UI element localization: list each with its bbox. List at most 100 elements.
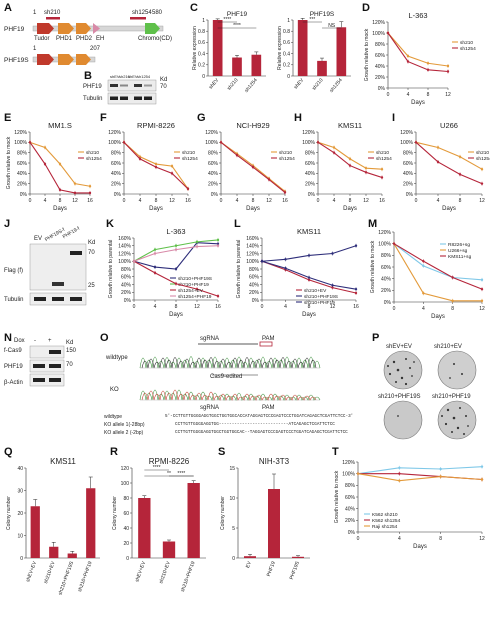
x-tick-label: 8 xyxy=(308,304,311,310)
y-axis-label: Relative expression xyxy=(277,26,283,70)
data-point xyxy=(186,187,190,191)
y-tick-label: 1 xyxy=(202,18,205,24)
series-line xyxy=(261,260,357,290)
sig-label: **** xyxy=(153,465,161,471)
data-point xyxy=(138,157,142,161)
y-tick-label: 40% xyxy=(345,506,356,512)
x-tick-label: 8 xyxy=(459,198,462,204)
data-point xyxy=(451,276,454,279)
data-point xyxy=(307,254,311,257)
series-line xyxy=(387,32,449,67)
o-seq-k1: CCTTGTTGGGGAGGTGG-----------------------… xyxy=(175,422,335,427)
b-70-marker: 70 xyxy=(160,84,167,90)
x-axis-label: Days xyxy=(149,206,163,212)
y-tick-label: 20 xyxy=(123,541,129,547)
x-tick-label: 12 xyxy=(479,198,485,204)
data-point xyxy=(216,244,220,247)
data-point xyxy=(284,258,287,261)
legend-label: sh1254 xyxy=(460,46,476,52)
data-point xyxy=(436,160,440,164)
sig-label: *** xyxy=(309,17,315,23)
y-tick-label: 80% xyxy=(249,267,260,273)
x-tick-label: 8 xyxy=(451,306,454,312)
y-tick-label: 100% xyxy=(118,259,131,265)
panel-o-letter: O xyxy=(100,332,109,344)
chart-title: NIH-3T3 xyxy=(259,457,290,466)
p-well-2-label: sh210+EV xyxy=(434,344,462,350)
data-point xyxy=(422,264,425,268)
data-point xyxy=(174,244,178,247)
sig-label: **** xyxy=(177,471,185,477)
sig-label: ** xyxy=(167,471,171,477)
a-tudor-label: Tudor xyxy=(34,36,50,42)
x-tick-label: 4 xyxy=(407,92,410,98)
x-tick-label: 12 xyxy=(194,304,200,310)
y-tick-label: 80% xyxy=(208,150,219,156)
y-tick-label: 0 xyxy=(287,74,290,80)
data-point xyxy=(122,141,126,144)
y-tick-label: 80% xyxy=(375,42,386,48)
data-point xyxy=(480,478,484,481)
category-label: sh210+EV xyxy=(158,560,172,584)
data-point xyxy=(439,475,442,478)
data-point xyxy=(406,54,410,58)
x-tick-label: 4 xyxy=(139,198,142,204)
x-tick-label: 4 xyxy=(284,304,287,310)
panel-b-letter: B xyxy=(84,70,92,82)
panel-d-letter: D xyxy=(362,2,370,14)
data-point xyxy=(174,248,178,251)
panel-j-letter: J xyxy=(4,218,11,230)
y-tick-label: 60% xyxy=(249,275,260,281)
a-eh-domain xyxy=(93,23,100,34)
data-point xyxy=(331,286,334,289)
x-tick-label: 4 xyxy=(236,198,239,204)
x-tick-label: 8 xyxy=(252,198,255,204)
y-tick-label: 0.8 xyxy=(198,29,205,35)
y-tick-label: 60% xyxy=(381,265,392,271)
data-point xyxy=(73,191,77,195)
a-end-number: 580 xyxy=(152,10,163,16)
j-kd-label: Kd xyxy=(88,240,96,246)
bar xyxy=(187,483,200,558)
data-point xyxy=(386,31,390,35)
data-point xyxy=(446,70,450,73)
b-lane-2: sh210 xyxy=(119,74,130,79)
bar xyxy=(162,541,176,558)
x-tick-label: 12 xyxy=(330,304,336,310)
data-point xyxy=(153,248,157,251)
x-tick-label: 16 xyxy=(282,198,288,204)
x-tick-label: 0 xyxy=(415,198,418,204)
y-tick-label: 0.8 xyxy=(283,29,290,35)
o-sgrna2-label: sgRNA xyxy=(200,405,220,411)
legend-label: sh1254 xyxy=(182,156,198,162)
x-tick-label: 0 xyxy=(133,304,136,310)
y-tick-label: 80% xyxy=(403,150,414,156)
b-tubulin-label: Tubulin xyxy=(83,96,103,102)
y-tick-label: 60% xyxy=(345,495,356,501)
j-tubulin-label: Tubulin xyxy=(4,297,24,303)
data-point xyxy=(380,168,384,171)
x-axis-label: Days xyxy=(411,100,425,106)
chart-c-phf19: 0 0.2 0.4 0.6 0.8 1 PHF19 Relative expression sh… xyxy=(192,11,266,94)
y-tick-label: 0.2 xyxy=(198,63,205,69)
data-point xyxy=(153,271,157,275)
data-point xyxy=(174,282,178,285)
data-point xyxy=(88,185,92,188)
panel-c-letter: C xyxy=(190,2,198,14)
chart-title: NCI-H929 xyxy=(236,121,269,130)
j-70-marker: 70 xyxy=(88,250,95,256)
legend-label: sh210+PHF19S xyxy=(304,294,338,300)
legend-label: sh210+PHF19 xyxy=(178,282,209,288)
y-tick-label: 0 xyxy=(126,556,129,562)
data-point xyxy=(43,162,47,166)
y-tick-label: 0% xyxy=(384,300,392,306)
o-wildtype-label: wildtype xyxy=(106,355,128,361)
y-tick-label: 60% xyxy=(305,161,316,167)
legend-label: K562 sh1254 xyxy=(372,518,401,524)
legend-label: sh210 xyxy=(86,150,99,156)
bar xyxy=(251,54,262,76)
data-point xyxy=(436,146,440,149)
data-point xyxy=(356,472,360,475)
data-point xyxy=(284,267,287,270)
y-tick-label: 140% xyxy=(246,244,259,250)
